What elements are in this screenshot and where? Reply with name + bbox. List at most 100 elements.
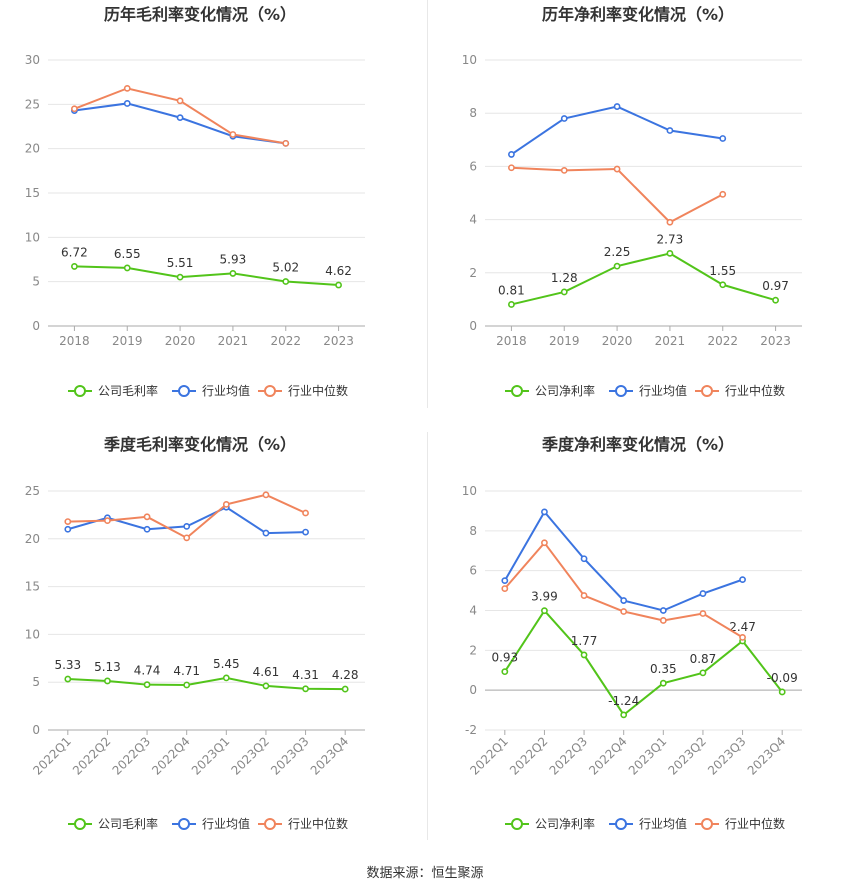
data-label: -1.24	[608, 694, 639, 708]
legend-label: 公司毛利率	[98, 383, 158, 398]
data-point	[580, 555, 588, 563]
series-line-1	[74, 265, 339, 287]
x-tick-label: 2022	[270, 334, 301, 348]
chart-panel-4: 季度净利率变化情况（%）-202468102022Q12022Q22022Q32…	[462, 435, 802, 831]
legend-label: 公司净利率	[535, 816, 595, 831]
legend-swatch-marker	[701, 818, 713, 830]
legend-swatch-marker	[701, 385, 713, 397]
data-label: 5.13	[94, 660, 121, 674]
data-point	[699, 590, 707, 597]
data-point	[176, 97, 184, 105]
data-point	[666, 249, 674, 257]
legend-label: 行业中位数	[288, 816, 348, 831]
data-point	[222, 500, 230, 508]
y-tick-label: 25	[25, 97, 40, 111]
data-label: 4.31	[292, 668, 319, 682]
y-tick-label: 0	[469, 319, 477, 333]
data-point	[508, 301, 515, 308]
data-point	[183, 681, 191, 689]
y-tick-label: 2	[469, 266, 477, 280]
data-label: 0.97	[762, 279, 789, 293]
data-point	[302, 528, 309, 536]
y-tick-label: 20	[25, 532, 40, 546]
chart-title: 季度净利率变化情况（%）	[541, 435, 734, 454]
data-point	[335, 281, 342, 289]
legend-label: 行业均值	[639, 383, 687, 398]
data-label: 4.61	[253, 665, 280, 679]
data-label: 3.99	[531, 590, 558, 604]
x-tick-label: 2018	[496, 334, 527, 348]
legend-swatch-marker	[178, 385, 190, 397]
data-point	[666, 127, 674, 134]
data-label: 0.93	[491, 651, 518, 665]
data-point	[541, 539, 548, 547]
series-line-1	[511, 252, 776, 306]
data-point	[501, 668, 509, 676]
data-point	[620, 597, 628, 604]
data-point	[71, 105, 78, 113]
series-line-1	[67, 676, 346, 691]
data-point	[262, 529, 270, 537]
data-point	[719, 281, 727, 289]
data-point	[64, 525, 72, 533]
data-point	[778, 688, 786, 696]
data-point	[143, 513, 151, 521]
y-tick-label: 20	[25, 142, 40, 156]
x-tick-label: 2021	[218, 334, 249, 348]
data-label: 1.28	[551, 271, 578, 285]
data-point	[666, 218, 674, 226]
data-point	[229, 131, 237, 138]
data-point	[176, 273, 184, 281]
y-tick-label: 0	[32, 723, 40, 737]
data-point	[659, 617, 667, 624]
legend-swatch-marker	[74, 385, 86, 397]
data-label: 2.25	[604, 245, 631, 259]
data-point	[659, 679, 667, 687]
x-tick-label: 2023Q1	[189, 734, 233, 778]
chart-panel-3: 季度毛利率变化情况（%） 0 5 10 15 20 25 2022Q12022Q22022Q3…	[25, 435, 365, 831]
data-point	[620, 608, 628, 615]
data-point	[541, 607, 548, 615]
series-line-2	[510, 105, 723, 156]
data-point	[719, 190, 727, 198]
data-point	[282, 278, 290, 285]
data-point	[71, 263, 78, 270]
x-tick-label: 2023	[323, 334, 354, 348]
series-line-3	[67, 493, 306, 540]
data-point	[176, 114, 184, 122]
legend-label: 行业中位数	[725, 816, 785, 831]
legend-swatch-marker	[264, 385, 276, 397]
data-point	[739, 633, 746, 641]
chart-title: 历年毛利率变化情况（%）	[104, 5, 296, 24]
data-point	[560, 166, 568, 174]
data-point	[508, 164, 515, 172]
chart-panel-1: 历年毛利率变化情况（%） 0 5 10 15 20 25 30 2018 2019 2020 2021…	[25, 5, 365, 398]
legend-swatch-marker	[511, 818, 523, 830]
y-tick-label: 10	[462, 484, 477, 498]
data-point	[541, 508, 548, 516]
x-tick-label: 2023Q4	[308, 734, 352, 778]
data-point	[739, 576, 746, 584]
y-tick-label: 10	[462, 53, 477, 67]
data-label: 4.28	[332, 668, 359, 682]
x-tick-label: 2021	[655, 334, 686, 348]
y-tick-label: 15	[25, 580, 40, 594]
x-tick-label: 2022Q2	[507, 734, 551, 778]
data-label: 0.81	[498, 283, 525, 297]
data-point	[341, 685, 349, 693]
y-tick-label: 5	[32, 675, 40, 689]
data-point	[620, 711, 628, 719]
data-point	[143, 681, 151, 689]
y-tick-label: 8	[469, 106, 477, 120]
x-tick-label: 2020	[165, 334, 196, 348]
y-tick-label: 10	[25, 230, 40, 244]
data-point	[302, 509, 309, 517]
data-label: 1.77	[571, 634, 598, 648]
data-point	[772, 296, 779, 304]
chart-title: 季度毛利率变化情况（%）	[103, 435, 296, 454]
data-point	[64, 675, 72, 683]
data-label: 5.02	[272, 260, 299, 274]
y-tick-label: 2	[469, 643, 477, 657]
legend-label: 行业均值	[639, 816, 687, 831]
